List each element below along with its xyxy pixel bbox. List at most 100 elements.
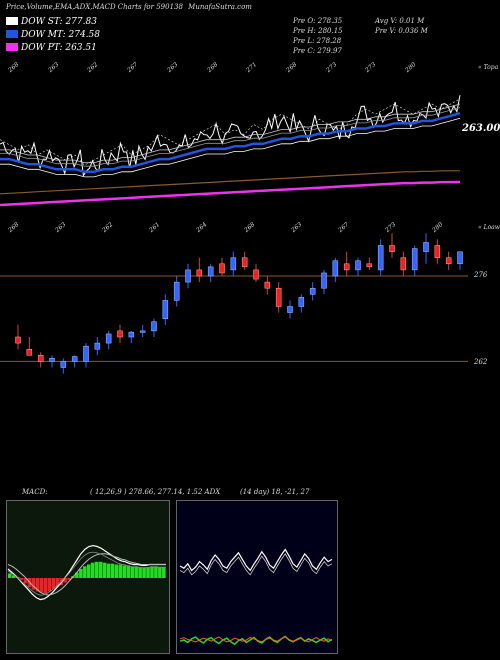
macd-hist-bar-17 [75,572,79,578]
macd-hist-bar-24 [102,562,107,578]
chart-title-text: Price,Volume,EMA,ADX,MACD Charts for 590… [6,3,183,11]
candle-body-0 [15,336,21,344]
macd-hist-bar-29 [122,565,127,578]
macd-hist-bar-36 [150,566,154,578]
dow-mt-line [0,111,461,174]
candle-body-21 [253,269,259,280]
macd-hist-bar-32 [134,566,138,578]
candle-body-9 [117,330,123,338]
legend-pt-swatch [6,43,18,51]
legend-st: DOW ST: 277.83 [6,17,97,27]
macd-line-3 [7,551,166,596]
legend-mt: DOW MT: 274.58 [6,30,100,40]
candle-body-37 [434,245,441,258]
candle-body-27 [321,272,327,289]
macd-hist-bar-6 [31,578,36,590]
macd-hist-bar-39 [162,567,166,578]
macd-hist-bar-23 [98,561,103,578]
macd-label: MACD: [22,488,48,496]
candle-body-7 [94,342,101,350]
macd-hist-bar-0 [8,573,12,578]
macd-params: ( 12,26,9 ) 278.66, 277.14, 1.52 ADX [90,488,221,496]
macd-signal-line [7,553,166,596]
candle-body-15 [185,269,191,283]
avg-volume: Avg V: 0.01 M [375,17,425,25]
macd-hist-bar-25 [106,563,111,578]
macd-hist-bar-10 [47,578,52,592]
macd-hist-bar-27 [114,564,119,578]
candle-body-10 [128,331,135,338]
candle-body-20 [241,257,248,268]
candle-body-19 [230,257,237,271]
adx-panel [176,500,338,654]
candle-body-33 [389,245,395,252]
price-badge: 263.00 [462,123,500,134]
macd-hist-bar-9 [43,578,48,594]
candle-body-24 [287,306,293,313]
candle-body-5 [71,356,78,362]
candle-body-4 [60,361,67,368]
candle-body-26 [309,287,316,295]
price-line [0,95,461,178]
candle-body-39 [457,251,463,265]
macd-hist-bar-7 [35,578,40,592]
macd-hist-bar-14 [63,578,67,583]
candle-body-14 [173,281,180,301]
macd-hist-bar-20 [87,564,91,578]
candle-body-35 [411,248,418,271]
candle-body-30 [355,260,361,271]
candle-body-12 [151,321,157,332]
legend-st-label: DOW ST: 277.83 [21,17,97,27]
pre-close: Pre C: 279.97 [293,47,342,55]
legend-st-swatch [6,17,18,25]
macd-hist-bar-22 [94,561,99,578]
candle-body-3 [49,358,55,362]
macd-hist-bar-31 [130,566,135,578]
macd-line [7,544,166,601]
macd-hist-bar-8 [39,578,44,593]
candle-body-2 [37,355,44,362]
candle-body-28 [332,260,339,277]
candle-body-31 [366,263,373,268]
chart-title: Price,Volume,EMA,ADX,MACD Charts for 590… [6,3,252,11]
macd-hist-bar-18 [79,569,83,578]
candle-body-29 [343,263,350,271]
ema-line-dashed [0,98,461,166]
macd-hist-bar-15 [67,578,71,580]
candle-body-8 [105,333,112,344]
candle-body-23 [275,287,282,307]
candle-body-18 [219,263,225,274]
ema-line-b [0,107,461,167]
adx-line-2 [179,553,333,576]
candle-body-36 [423,242,429,252]
candle-body-13 [162,300,169,319]
macd-hist-bar-30 [126,565,131,578]
plus-di-line [179,635,333,646]
candle-body-22 [264,281,271,289]
ema-line-a [0,103,461,164]
macd-hist-bar-1 [11,575,16,578]
candle-body-17 [207,266,214,277]
site-name: MunafaSutra.com [188,3,252,11]
macd-hist-bar-21 [90,562,95,578]
macd-hist-bar-12 [55,578,59,587]
macd-hist-bar-38 [158,567,162,578]
legend-mt-label: DOW MT: 274.58 [21,30,100,40]
candle-corner-label: « Loaw [478,224,500,231]
legend-pt: DOW PT: 263.51 [6,43,97,53]
candle-body-6 [83,345,89,362]
pre-open: Pre O: 278.35 [293,17,343,25]
candle-body-38 [445,257,452,265]
macd-hist-bar-34 [142,567,146,578]
macd-hist-bar-37 [154,566,158,578]
macd-hist-bar-28 [118,564,123,578]
macd-hist-bar-26 [110,563,115,578]
ema-line-c [0,117,461,178]
candle-body-34 [400,257,407,271]
adx-line [179,548,333,572]
pre-high: Pre H: 280.15 [293,27,343,35]
macd-hist-bar-33 [138,567,142,578]
candle-body-16 [196,269,203,277]
minus-di-line [179,636,333,643]
